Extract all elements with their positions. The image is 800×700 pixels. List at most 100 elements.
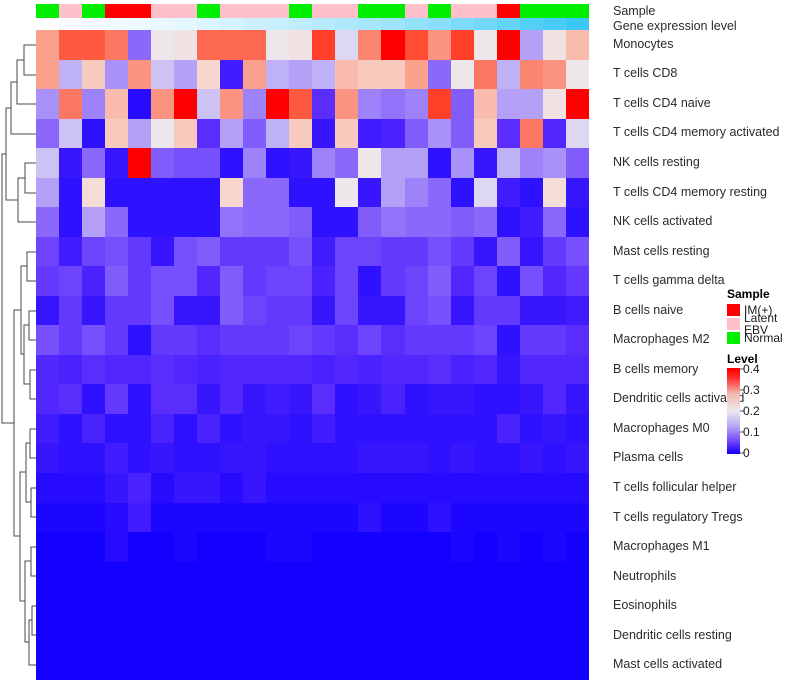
heatmap-cell[interactable]: [473, 561, 497, 592]
heatmap-cell[interactable]: [404, 443, 428, 473]
heatmap-cell[interactable]: [542, 118, 566, 149]
heatmap-cell[interactable]: [174, 148, 198, 178]
heatmap-cell[interactable]: [335, 266, 359, 296]
heatmap-cell[interactable]: [542, 443, 566, 473]
heatmap-cell[interactable]: [542, 325, 566, 355]
heatmap-cell[interactable]: [243, 443, 267, 473]
heatmap-cell[interactable]: [335, 89, 359, 119]
heatmap-cell[interactable]: [519, 266, 543, 296]
heatmap-cell[interactable]: [427, 266, 451, 296]
heatmap-cell[interactable]: [358, 650, 382, 680]
heatmap-cell[interactable]: [128, 620, 152, 651]
heatmap-cell[interactable]: [427, 413, 451, 444]
heatmap-cell[interactable]: [335, 472, 359, 503]
heatmap-cell[interactable]: [151, 502, 175, 533]
heatmap-cell[interactable]: [312, 177, 336, 208]
heatmap-cell[interactable]: [289, 384, 313, 414]
heatmap-cell[interactable]: [82, 620, 106, 651]
heatmap-cell[interactable]: [496, 207, 520, 237]
heatmap-cell[interactable]: [542, 620, 566, 651]
heatmap-cell[interactable]: [220, 620, 244, 651]
heatmap-cell[interactable]: [197, 561, 221, 592]
heatmap-cell[interactable]: [335, 30, 359, 60]
heatmap-cell[interactable]: [519, 532, 543, 562]
sample-annotation-cell[interactable]: [243, 4, 267, 18]
heatmap-cell[interactable]: [197, 30, 221, 60]
heatmap-cell[interactable]: [496, 30, 520, 60]
heatmap-cell[interactable]: [220, 59, 244, 90]
heatmap-cell[interactable]: [289, 620, 313, 651]
heatmap-cell[interactable]: [59, 148, 83, 178]
heatmap-cell[interactable]: [496, 413, 520, 444]
sample-annotation-cell[interactable]: [220, 4, 244, 18]
heatmap-cell[interactable]: [289, 354, 313, 385]
heatmap-cell[interactable]: [220, 502, 244, 533]
heatmap-cell[interactable]: [174, 650, 198, 680]
heatmap-cell[interactable]: [358, 532, 382, 562]
heatmap-cell[interactable]: [404, 354, 428, 385]
heatmap-cell[interactable]: [289, 295, 313, 326]
heatmap-cell[interactable]: [36, 148, 60, 178]
sample-annotation-cell[interactable]: [496, 4, 520, 18]
heatmap-cell[interactable]: [151, 89, 175, 119]
heatmap-cell[interactable]: [243, 207, 267, 237]
gene-expression-annotation-cell[interactable]: [151, 18, 175, 30]
heatmap-cell[interactable]: [312, 354, 336, 385]
heatmap-cell[interactable]: [473, 650, 497, 680]
heatmap-cell[interactable]: [36, 118, 60, 149]
heatmap-cell[interactable]: [473, 30, 497, 60]
heatmap-cell[interactable]: [174, 472, 198, 503]
heatmap-cell[interactable]: [266, 532, 290, 562]
heatmap-cell[interactable]: [358, 266, 382, 296]
heatmap-cell[interactable]: [197, 472, 221, 503]
heatmap-cell[interactable]: [473, 620, 497, 651]
heatmap-cell[interactable]: [105, 89, 129, 119]
heatmap-cell[interactable]: [450, 59, 474, 90]
heatmap-cell[interactable]: [381, 177, 405, 208]
heatmap-cell[interactable]: [450, 502, 474, 533]
heatmap-cell[interactable]: [243, 266, 267, 296]
heatmap-cell[interactable]: [335, 207, 359, 237]
heatmap-cell[interactable]: [473, 59, 497, 90]
heatmap-cell[interactable]: [358, 207, 382, 237]
heatmap-cell[interactable]: [59, 236, 83, 267]
heatmap-cell[interactable]: [542, 591, 566, 621]
heatmap-cell[interactable]: [289, 266, 313, 296]
heatmap-cell[interactable]: [358, 177, 382, 208]
heatmap-cell[interactable]: [289, 177, 313, 208]
heatmap-cell[interactable]: [36, 207, 60, 237]
heatmap-cell[interactable]: [266, 236, 290, 267]
sample-annotation-cell[interactable]: [82, 4, 106, 18]
heatmap-cell[interactable]: [197, 443, 221, 473]
heatmap-cell[interactable]: [519, 413, 543, 444]
heatmap-cell[interactable]: [381, 59, 405, 90]
heatmap-cell[interactable]: [473, 148, 497, 178]
heatmap-cell[interactable]: [82, 266, 106, 296]
heatmap-cell[interactable]: [128, 89, 152, 119]
heatmap-cell[interactable]: [565, 30, 589, 60]
heatmap-cell[interactable]: [151, 384, 175, 414]
heatmap-cell[interactable]: [381, 236, 405, 267]
heatmap-cell[interactable]: [174, 30, 198, 60]
heatmap-cell[interactable]: [519, 295, 543, 326]
heatmap-cell[interactable]: [220, 591, 244, 621]
heatmap-cell[interactable]: [197, 532, 221, 562]
heatmap-cell[interactable]: [565, 650, 589, 680]
heatmap-cell[interactable]: [266, 177, 290, 208]
heatmap-cell[interactable]: [335, 413, 359, 444]
heatmap-cell[interactable]: [82, 532, 106, 562]
heatmap-cell[interactable]: [404, 59, 428, 90]
heatmap-cell[interactable]: [358, 443, 382, 473]
heatmap-cell[interactable]: [335, 620, 359, 651]
heatmap-cell[interactable]: [36, 443, 60, 473]
heatmap-cell[interactable]: [542, 236, 566, 267]
heatmap-cell[interactable]: [542, 207, 566, 237]
heatmap-cell[interactable]: [565, 148, 589, 178]
heatmap-cell[interactable]: [36, 325, 60, 355]
heatmap-cell[interactable]: [496, 384, 520, 414]
heatmap-cell[interactable]: [266, 207, 290, 237]
heatmap-cell[interactable]: [312, 591, 336, 621]
heatmap-cell[interactable]: [174, 266, 198, 296]
heatmap-cell[interactable]: [473, 532, 497, 562]
heatmap-cell[interactable]: [496, 59, 520, 90]
